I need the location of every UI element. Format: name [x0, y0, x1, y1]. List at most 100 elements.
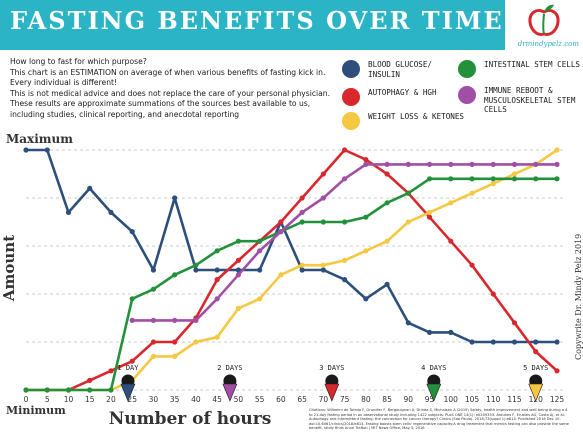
- data-point: [44, 147, 50, 153]
- data-point: [320, 195, 326, 201]
- intro-line: Every individual is different!: [10, 78, 118, 87]
- data-point: [87, 387, 93, 393]
- data-point: [65, 387, 72, 393]
- series-line: [26, 148, 557, 344]
- y-max-label: Maximum: [6, 132, 73, 146]
- x-tick-label: 110: [486, 395, 501, 404]
- data-point: [363, 248, 369, 254]
- data-point: [426, 329, 433, 335]
- data-point: [150, 353, 157, 359]
- x-tick-label: 75: [340, 395, 350, 404]
- data-point: [172, 339, 178, 345]
- data-point: [108, 209, 114, 215]
- data-point: [235, 272, 241, 278]
- series-line: [132, 163, 557, 322]
- data-point: [214, 248, 220, 254]
- data-point: [193, 262, 199, 268]
- x-tick-label: 10: [64, 395, 74, 404]
- legend-item-blood-glucose: Blood Glucose/ Insulin: [342, 60, 464, 79]
- data-point: [299, 219, 305, 225]
- data-point: [511, 161, 518, 167]
- data-point: [65, 209, 72, 215]
- y-axis-label: Amount: [0, 235, 18, 302]
- data-point: [150, 286, 157, 292]
- series-line: [26, 177, 557, 392]
- data-point: [44, 387, 50, 393]
- data-point: [299, 209, 305, 215]
- legend-swatch: [458, 86, 476, 104]
- day-marker-arrow: [426, 383, 442, 402]
- data-point: [554, 161, 560, 167]
- data-point: [150, 339, 157, 345]
- data-point: [405, 161, 411, 167]
- data-point: [363, 296, 369, 302]
- day-marker-arrow: [222, 383, 238, 402]
- legend-item-intestinal: Intestinal Stem Cells: [458, 60, 580, 78]
- x-tick-label: 25: [127, 395, 137, 404]
- data-point: [129, 296, 135, 302]
- data-point: [363, 161, 369, 167]
- data-point: [533, 161, 539, 167]
- data-point: [405, 219, 411, 225]
- series-line: [26, 148, 558, 392]
- data-point: [342, 277, 348, 283]
- data-point: [533, 176, 539, 182]
- data-point: [511, 339, 518, 345]
- data-point: [150, 317, 157, 323]
- x-tick-label: 80: [361, 395, 371, 404]
- site-url: drmindypelz.com: [517, 40, 579, 48]
- data-point: [278, 272, 284, 278]
- data-point: [342, 219, 348, 225]
- data-point: [193, 317, 199, 323]
- data-point: [257, 238, 263, 244]
- data-point: [87, 377, 93, 383]
- data-point: [257, 267, 263, 273]
- data-point: [129, 229, 135, 235]
- legend-label: Intestinal Stem Cells: [484, 60, 581, 69]
- day-marker-label: 1 DAY: [117, 364, 139, 372]
- data-point: [469, 161, 475, 167]
- x-tick-label: 40: [191, 395, 201, 404]
- x-tick-label: 115: [507, 395, 522, 404]
- data-point: [384, 161, 390, 167]
- data-point: [384, 200, 390, 206]
- data-point: [172, 353, 178, 359]
- data-point: [193, 267, 199, 273]
- data-point: [235, 257, 241, 263]
- data-point: [299, 262, 305, 268]
- data-point: [490, 339, 496, 345]
- y-min-label: Minimum: [6, 404, 66, 417]
- legend-label: Immune Reboot & Musculoskeletal Stem Cel…: [484, 86, 576, 114]
- legend-swatch: [342, 112, 360, 130]
- data-point: [299, 195, 305, 201]
- day-marker-label: 3 DAYS: [319, 364, 344, 372]
- data-point: [405, 320, 411, 326]
- x-tick-label: 0: [24, 395, 29, 404]
- intro-text: How long to fast for which purpose? This…: [10, 57, 335, 120]
- data-point: [426, 214, 433, 220]
- data-point: [257, 296, 263, 302]
- data-point: [23, 147, 29, 153]
- day-marker-label: 4 DAYS: [421, 364, 446, 372]
- x-tick-label: 15: [85, 395, 95, 404]
- data-point: [299, 267, 305, 273]
- logo[interactable]: drmindypelz.com: [505, 0, 583, 56]
- x-tick-label: 30: [149, 395, 159, 404]
- x-tick-label: 5: [45, 395, 50, 404]
- legend-item-weight-loss: Weight Loss & Ketones: [342, 112, 464, 130]
- data-point: [320, 262, 326, 268]
- data-point: [172, 272, 178, 278]
- data-point: [448, 161, 454, 167]
- data-point: [363, 157, 369, 163]
- data-point: [214, 334, 220, 340]
- data-point: [426, 176, 433, 182]
- legend-label: Autophagy & HGH: [368, 88, 437, 97]
- legend-item-immune: Immune Reboot & Musculoskeletal Stem Cel…: [458, 86, 580, 115]
- data-point: [150, 267, 157, 273]
- sources-text: Citations: Wilhelmi de Toledo F, Grundle…: [309, 408, 569, 431]
- data-point: [108, 368, 114, 374]
- x-tick-label: 100: [444, 395, 459, 404]
- data-point: [214, 296, 220, 302]
- legend-label: Weight Loss & Ketones: [368, 112, 465, 121]
